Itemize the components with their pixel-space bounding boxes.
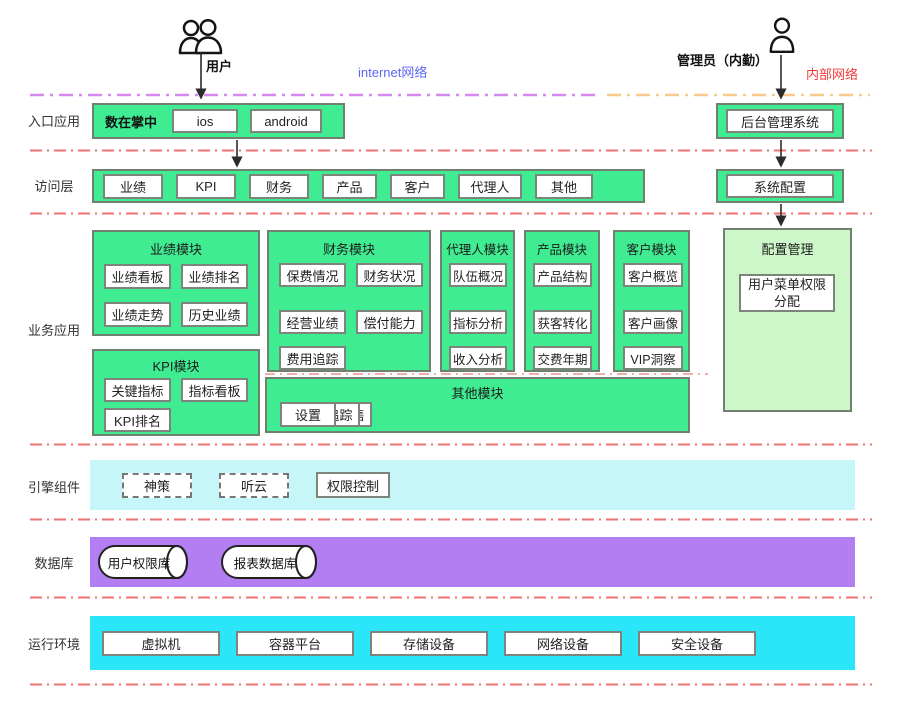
item-indicator-board: 指标看板 (181, 378, 248, 402)
module-customer: 客户模块 客户概览 客户画像 VIP洞察 (613, 230, 690, 372)
admin-label: 管理员（内勤） (676, 53, 768, 68)
item-customer-overview: 客户概览 (623, 263, 683, 287)
access-item-kpi: KPI (176, 173, 236, 199)
item-payment-period: 交费年期 (533, 346, 592, 370)
access-item-customer: 客户 (390, 173, 445, 199)
access-item-finance: 财务 (249, 173, 309, 199)
item-kpi-rank: KPI排名 (104, 408, 171, 432)
access-item-performance: 业绩 (103, 173, 163, 199)
row-label-entry: 入口应用 (27, 114, 80, 129)
entry-app-name: 数在掌中 (105, 114, 158, 130)
runtime-item-security: 安全设备 (638, 630, 756, 656)
engine-band: 神策 听云 权限控制 (90, 460, 855, 510)
cylinder-icon (98, 545, 188, 579)
row-label-business: 业务应用 (27, 323, 80, 338)
module-performance: 业绩模块 业绩看板 业绩排名 业绩走势 历史业绩 (92, 230, 260, 336)
engine-item-tingyun: 听云 (219, 472, 289, 498)
item-indicator-analysis: 指标分析 (449, 310, 507, 334)
database-band: 用户权限库 报表数据库 (90, 537, 855, 587)
item-settings: 设置 (280, 402, 336, 427)
runtime-item-vm: 虚拟机 (102, 630, 220, 656)
module-product-title: 产品模块 (536, 243, 587, 257)
runtime-item-network: 网络设备 (504, 630, 622, 656)
entry-item-ios: ios (172, 109, 239, 133)
item-performance-rank: 业绩排名 (181, 264, 248, 289)
entry-admin-container: 后台管理系统 (716, 103, 844, 139)
module-other-title: 其他模块 (451, 386, 504, 401)
module-kpi: KPI模块 关键指标 指标看板 KPI排名 (92, 349, 260, 436)
engine-item-sensors: 神策 (122, 472, 192, 498)
item-vip-insight: VIP洞察 (623, 346, 683, 370)
item-team-overview: 队伍概况 (449, 263, 507, 287)
item-performance-history: 历史业绩 (181, 302, 248, 327)
runtime-item-container-platform: 容器平台 (236, 630, 354, 656)
item-solvency: 偿付能力 (356, 310, 423, 334)
module-product: 产品模块 产品结构 获客转化 交费年期 (524, 230, 600, 372)
access-admin-container: 系统配置 (716, 169, 844, 203)
access-layer-container: 业绩 KPI 财务 产品 客户 代理人 其他 (92, 169, 645, 203)
admin-icon (769, 17, 795, 54)
access-item-other: 其他 (535, 173, 593, 199)
database-report-db: 报表数据库 (220, 544, 324, 580)
item-customer-portrait: 客户画像 (623, 310, 683, 334)
item-performance-board: 业绩看板 (104, 264, 171, 289)
database-user-permission-db: 用户权限库 (97, 544, 195, 580)
module-config-title: 配置管理 (761, 242, 814, 257)
engine-item-permission-control: 权限控制 (316, 472, 390, 498)
module-config: 配置管理 用户菜单权限分配 (723, 228, 852, 412)
row-label-engine: 引擎组件 (27, 480, 80, 495)
item-product-structure: 产品结构 (533, 263, 592, 287)
row-label-database: 数据库 (34, 556, 74, 571)
module-agent: 代理人模块 队伍概况 指标分析 收入分析 (440, 230, 515, 372)
entry-apps-container: 数在掌中 ios android (92, 103, 345, 139)
module-customer-title: 客户模块 (626, 243, 677, 257)
item-key-indicator: 关键指标 (104, 378, 171, 402)
module-other: 其他模块 价值达成 利润下沉 开局之战预售 太平通追踪 设置 (265, 377, 690, 433)
internal-network-label: 内部网络 (806, 67, 859, 82)
item-performance-trend: 业绩走势 (104, 302, 171, 327)
module-performance-title: 业绩模块 (149, 242, 202, 257)
access-system-config: 系统配置 (726, 174, 834, 198)
module-agent-title: 代理人模块 (446, 243, 509, 257)
users-icon (178, 18, 223, 55)
user-label: 用户 (206, 59, 233, 74)
item-finance-status: 财务状况 (356, 263, 423, 287)
item-expense-tracking: 费用追踪 (279, 346, 346, 370)
entry-admin-system: 后台管理系统 (726, 109, 834, 133)
item-user-menu-permission: 用户菜单权限分配 (739, 274, 835, 312)
internet-network-label: internet网络 (358, 65, 428, 80)
cylinder-icon (221, 545, 317, 579)
item-income-analysis: 收入分析 (449, 346, 507, 370)
row-label-access: 访问层 (34, 179, 74, 194)
access-item-product: 产品 (322, 173, 377, 199)
module-finance-title: 财务模块 (322, 242, 375, 257)
item-customer-conversion: 获客转化 (533, 310, 592, 334)
runtime-band: 虚拟机 容器平台 存储设备 网络设备 安全设备 (90, 616, 855, 670)
entry-item-android: android (250, 109, 323, 133)
item-premium-status: 保费情况 (279, 263, 346, 287)
row-label-runtime: 运行环境 (27, 637, 80, 652)
module-kpi-title: KPI模块 (152, 359, 200, 374)
access-item-agent: 代理人 (458, 173, 522, 199)
runtime-item-storage: 存储设备 (370, 630, 488, 656)
item-operating-performance: 经营业绩 (279, 310, 346, 334)
module-finance: 财务模块 保费情况 财务状况 经营业绩 偿付能力 费用追踪 (267, 230, 431, 372)
